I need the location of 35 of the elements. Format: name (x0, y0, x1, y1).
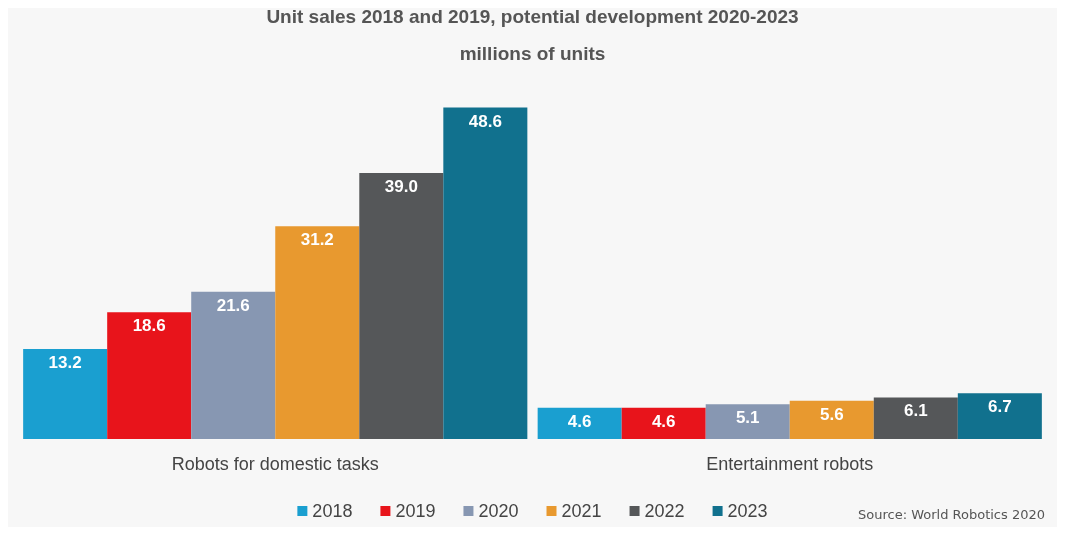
data-label: 5.6 (819, 404, 844, 424)
bar (873, 397, 958, 439)
data-label: 6.1 (903, 401, 928, 421)
data-label: 21.6 (216, 295, 250, 315)
bar (23, 348, 108, 439)
data-label: 48.6 (468, 111, 502, 131)
bar (107, 312, 192, 439)
legend-label: 2018 (312, 501, 353, 521)
data-label: 13.2 (48, 352, 82, 372)
bar (443, 107, 528, 439)
chart-title: Unit sales 2018 and 2019, potential development 2020-2023 (266, 6, 799, 27)
bar (621, 407, 706, 439)
bar (957, 393, 1042, 439)
legend-label: 2019 (395, 501, 436, 521)
data-label: 39.0 (384, 177, 418, 197)
bar (789, 400, 874, 439)
x-tick-label: Robots for domestic tasks (171, 454, 379, 474)
data-label: 18.6 (132, 316, 166, 336)
data-label: 6.7 (988, 397, 1012, 417)
legend-label: 2023 (727, 501, 768, 521)
legend-label: 2021 (561, 501, 602, 521)
bar (705, 404, 790, 439)
bar (275, 226, 360, 439)
data-label: 4.6 (651, 411, 676, 431)
bar (359, 173, 444, 439)
data-label: 5.1 (735, 408, 760, 428)
data-label: 31.2 (300, 230, 334, 250)
chart-subtitle: millions of units (459, 43, 606, 64)
source-note: Source: World Robotics 2020 (858, 507, 1046, 522)
legend-label: 2022 (644, 501, 685, 521)
data-label: 4.6 (567, 411, 592, 431)
bar (191, 291, 276, 439)
legend-label: 2020 (478, 501, 519, 521)
bar (537, 407, 622, 439)
x-tick-label: Entertainment robots (706, 454, 874, 474)
